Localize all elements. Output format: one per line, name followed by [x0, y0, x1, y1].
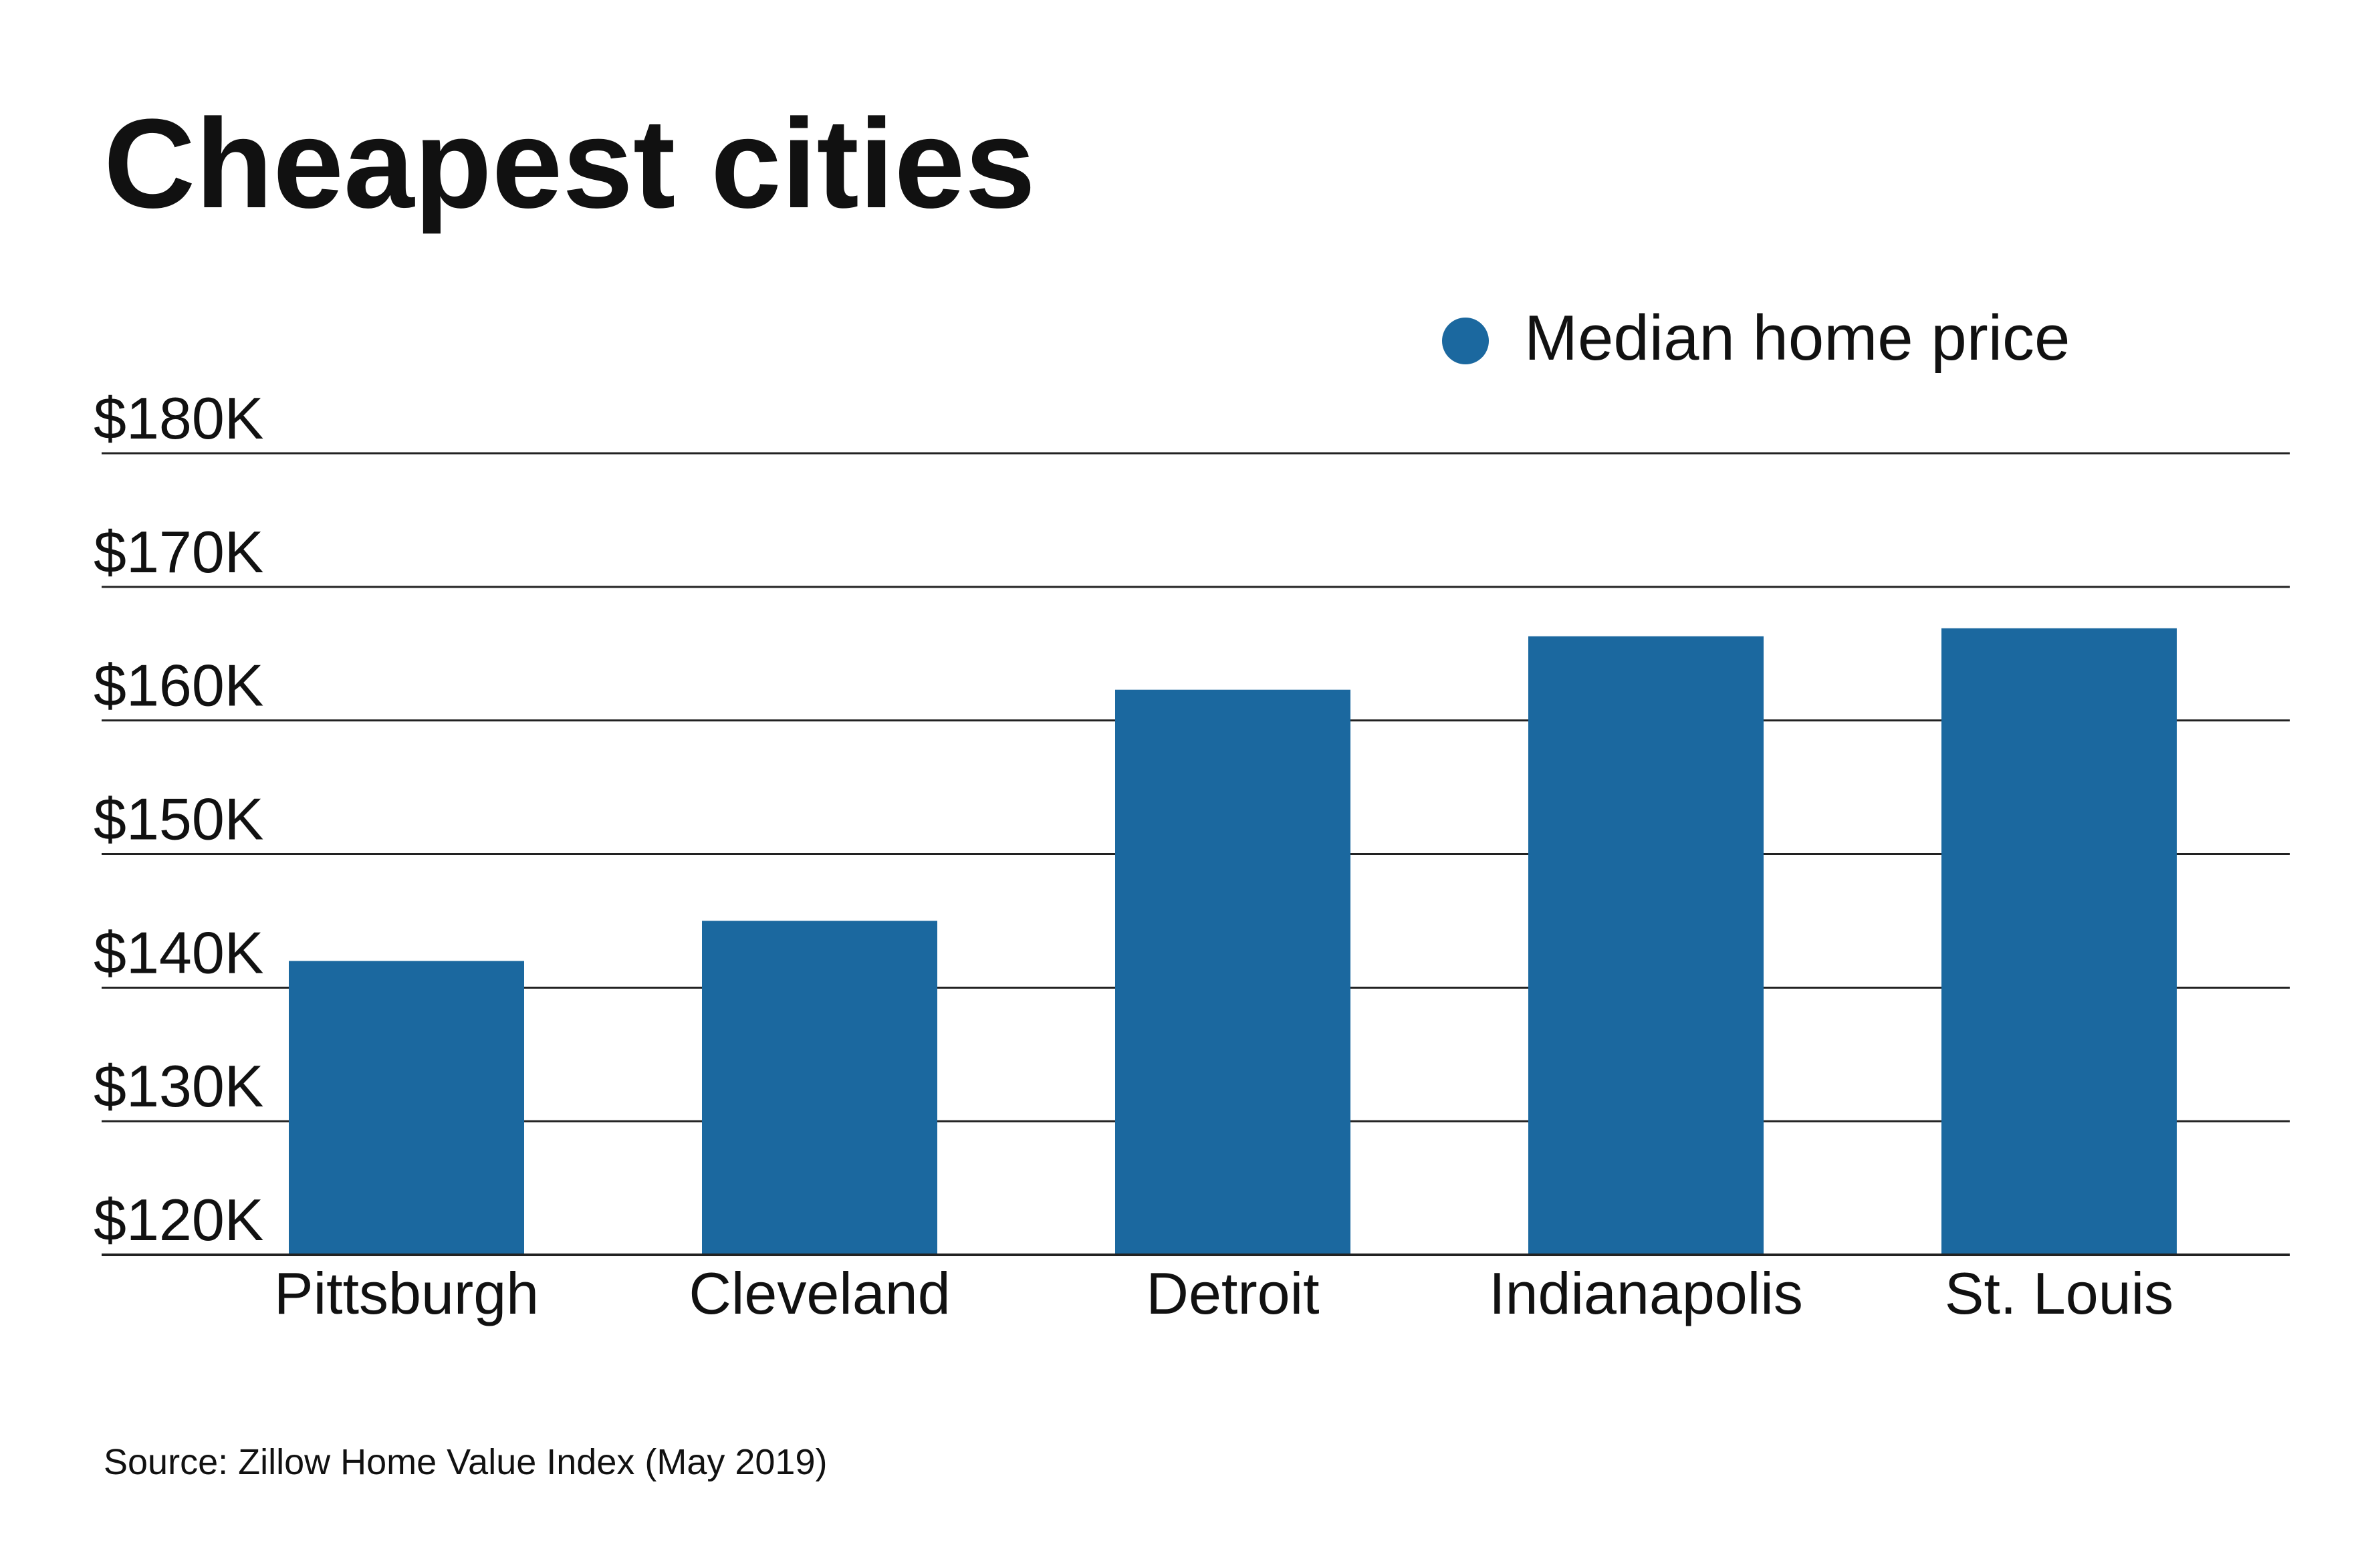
source-note: Source: Zillow Home Value Index (May 201… [104, 1442, 827, 1482]
y-axis-tick-labels: $120K $130K $140K $150K $160K $170K $180K [94, 385, 263, 1253]
bar-cleveland [702, 921, 937, 1254]
bar-indianapolis [1528, 636, 1764, 1254]
legend-label: Median home price [1524, 302, 2070, 374]
x-category-label: St. Louis [1945, 1260, 2173, 1326]
y-tick-label: $120K [94, 1187, 263, 1253]
bar-pittsburgh [289, 961, 524, 1254]
chart-title: Cheapest cities [104, 93, 1036, 235]
legend: Median home price [1442, 302, 2070, 374]
y-tick-label: $180K [94, 385, 263, 451]
x-category-label: Detroit [1146, 1260, 1319, 1326]
x-category-label: Indianapolis [1489, 1260, 1803, 1326]
x-category-label: Pittsburgh [274, 1260, 539, 1326]
y-tick-label: $170K [94, 519, 263, 585]
bars [289, 628, 2177, 1254]
y-tick-label: $140K [94, 919, 263, 985]
y-tick-label: $150K [94, 786, 263, 852]
x-category-label: Cleveland [689, 1260, 950, 1326]
x-axis-category-labels: Pittsburgh Cleveland Detroit Indianapolis St… [274, 1260, 2173, 1326]
y-tick-label: $160K [94, 652, 263, 719]
bar-st-louis [1941, 628, 2177, 1254]
legend-swatch-icon [1442, 318, 1489, 364]
y-tick-label: $130K [94, 1053, 263, 1119]
bar-detroit [1115, 689, 1350, 1254]
